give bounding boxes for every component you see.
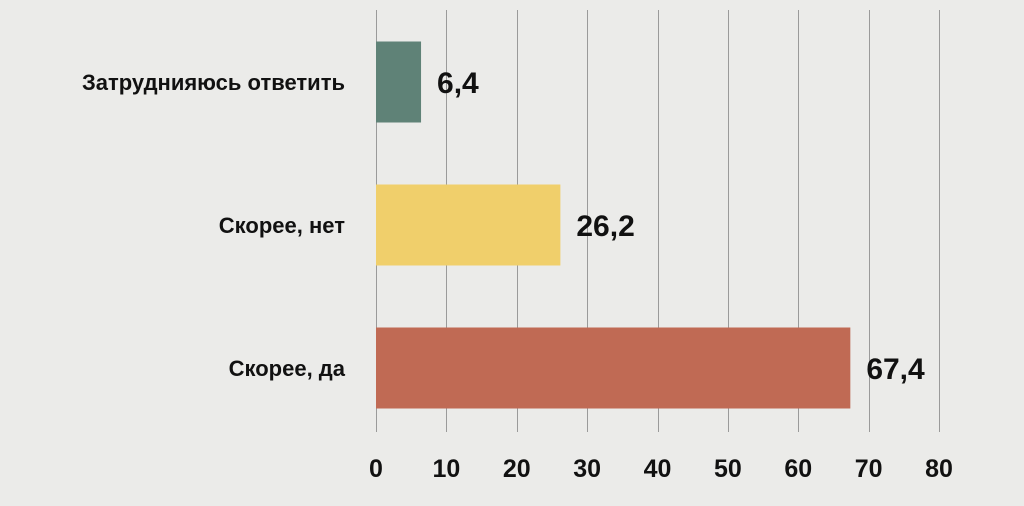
- bars: [376, 41, 851, 409]
- value-label: 6,4: [437, 67, 479, 100]
- value-label: 26,2: [576, 210, 634, 243]
- value-label: 67,4: [866, 353, 925, 386]
- x-axis-ticks: 0 10 20 30 40 50 60 70 80: [369, 455, 953, 483]
- x-tick-label: 70: [855, 455, 883, 483]
- bar: [376, 184, 561, 266]
- category-label: Скорее, да: [229, 356, 346, 381]
- bar: [376, 327, 851, 409]
- category-labels: Затруднияюсь ответить Скорее, нет Скорее, …: [82, 70, 346, 381]
- category-label: Скорее, нет: [219, 213, 345, 238]
- category-label: Затруднияюсь ответить: [82, 70, 345, 95]
- x-tick-label: 30: [573, 455, 601, 483]
- x-tick-label: 40: [644, 455, 672, 483]
- x-tick-label: 60: [784, 455, 812, 483]
- value-labels: 6,4 26,2 67,4: [437, 67, 925, 386]
- x-tick-label: 20: [503, 455, 531, 483]
- bar: [376, 41, 422, 123]
- x-tick-label: 50: [714, 455, 742, 483]
- x-tick-label: 80: [925, 455, 953, 483]
- x-tick-label: 0: [369, 455, 383, 483]
- x-tick-label: 10: [432, 455, 460, 483]
